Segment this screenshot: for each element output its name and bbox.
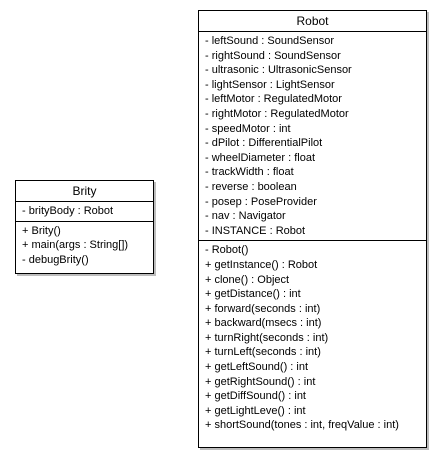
operation: + getDistance() : int [205,288,301,301]
operation: + turnLeft(seconds : int) [205,346,321,359]
attributes-robot: - leftSound : SoundSensor - rightSound :… [199,32,426,240]
attribute: - rightMotor : RegulatedMotor [205,107,349,120]
class-brity: Brity - brityBody : Robot + Brity() + ma… [15,180,154,274]
class-name-brity: Brity [16,181,153,202]
operation: - debugBrity() [22,253,89,266]
operation: + Brity() [22,224,61,237]
attributes-brity: - brityBody : Robot [16,202,153,221]
attribute: - nav : Navigator [205,210,286,223]
operations-brity: + Brity() + main(args : String[]) - debu… [16,220,153,270]
attribute: - trackWidth : float [205,166,294,179]
attribute: - wheelDiameter : float [205,151,316,164]
operation: + getRightSound() : int [205,375,316,388]
attribute: - speedMotor : int [205,122,291,135]
operation: + clone() : Object [205,273,290,286]
attribute: - reverse : boolean [205,180,297,193]
operation: + forward(seconds : int) [205,302,321,315]
operation: + main(args : String[]) [22,239,129,252]
operations-robot: - Robot() + getInstance() : Robot + clon… [199,240,426,435]
operation: + getDiffSound() : int [205,390,306,403]
operation: + getInstance() : Robot [205,258,318,271]
attribute: - brityBody : Robot [22,205,114,217]
operation: - Robot() [205,244,249,257]
class-robot: Robot - leftSound : SoundSensor - rightS… [198,10,427,448]
attribute: - posep : PoseProvider [205,195,317,208]
operation: + shortSound(tones : int, freqValue : in… [205,419,399,432]
attribute: - lightSensor : LightSensor [205,78,335,91]
attribute: - ultrasonic : UltrasonicSensor [205,64,352,77]
operation: + backward(msecs : int) [205,317,322,330]
operation: + turnRight(seconds : int) [205,331,329,344]
attribute: - INSTANCE : Robot [205,224,306,237]
attribute: - rightSound : SoundSensor [205,49,341,62]
attribute: - leftMotor : RegulatedMotor [205,93,342,106]
operation: + getLightLeve() : int [205,404,306,417]
operation: + getLeftSound() : int [205,361,309,374]
class-name-robot: Robot [199,11,426,32]
attribute: - leftSound : SoundSensor [205,35,335,47]
attribute: - dPilot : DifferentialPilot [205,137,323,150]
